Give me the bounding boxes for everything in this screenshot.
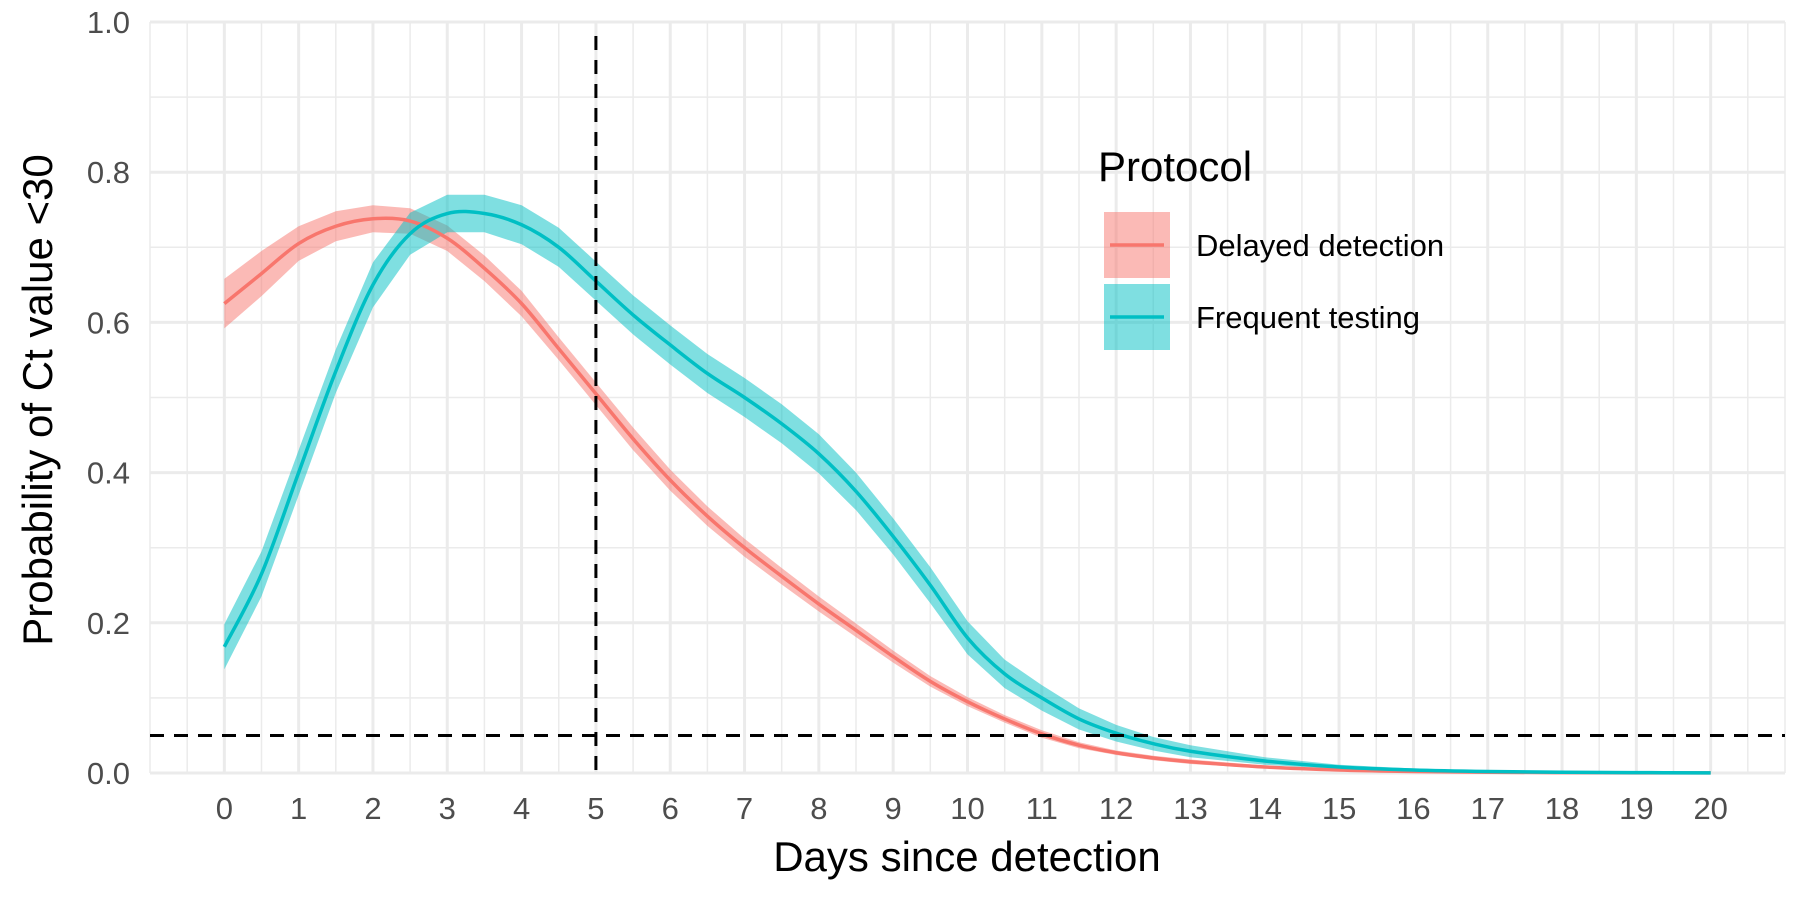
- y-tick-label: 0.0: [87, 756, 130, 791]
- legend: Protocol Delayed detection Frequent testi…: [1098, 143, 1444, 350]
- x-tick-label: 8: [810, 791, 827, 826]
- x-tick-label: 19: [1619, 791, 1653, 826]
- x-tick-label: 0: [216, 791, 233, 826]
- legend-items: Delayed detection Frequent testing: [1104, 212, 1444, 350]
- x-tick-label: 12: [1099, 791, 1133, 826]
- x-tick-label: 9: [885, 791, 902, 826]
- x-axis-tick-labels: 0 1 2 3 4 5 6 7 8 9 10 11 12 13 14 15 16 17 18 19 20: [216, 791, 1728, 826]
- y-axis-title: Probability of Ct value <30: [14, 154, 61, 645]
- legend-label: Delayed detection: [1196, 228, 1444, 263]
- x-tick-label: 16: [1396, 791, 1430, 826]
- y-axis-tick-labels: 0.0 0.2 0.4 0.6 0.8 1.0: [87, 5, 130, 791]
- x-tick-label: 18: [1545, 791, 1579, 826]
- legend-label: Frequent testing: [1196, 300, 1420, 335]
- x-tick-label: 7: [736, 791, 753, 826]
- series-line-1: [222, 209, 1711, 775]
- x-tick-label: 4: [513, 791, 530, 826]
- x-tick-label: 14: [1248, 791, 1282, 826]
- legend-title: Protocol: [1098, 143, 1252, 190]
- x-tick-label: 6: [662, 791, 679, 826]
- x-axis-title: Days since detection: [773, 833, 1161, 880]
- x-tick-label: 1: [290, 791, 307, 826]
- series-line-0: [223, 216, 1711, 775]
- x-tick-label: 5: [587, 791, 604, 826]
- x-tick-label: 11: [1026, 791, 1058, 826]
- y-tick-label: 0.8: [87, 155, 130, 190]
- x-tick-label: 20: [1693, 791, 1727, 826]
- x-tick-label: 3: [439, 791, 456, 826]
- x-tick-label: 10: [950, 791, 984, 826]
- major-gridlines: [150, 20, 1785, 775]
- x-tick-label: 2: [364, 791, 381, 826]
- y-tick-label: 0.4: [87, 456, 130, 491]
- reference-lines: [150, 36, 1785, 773]
- x-tick-label: 15: [1322, 791, 1356, 826]
- y-tick-label: 1.0: [87, 5, 130, 40]
- y-tick-label: 0.2: [87, 606, 130, 641]
- x-tick-label: 13: [1173, 791, 1207, 826]
- series-lines: [222, 209, 1711, 775]
- x-tick-label: 17: [1470, 791, 1504, 826]
- y-tick-label: 0.6: [87, 305, 130, 340]
